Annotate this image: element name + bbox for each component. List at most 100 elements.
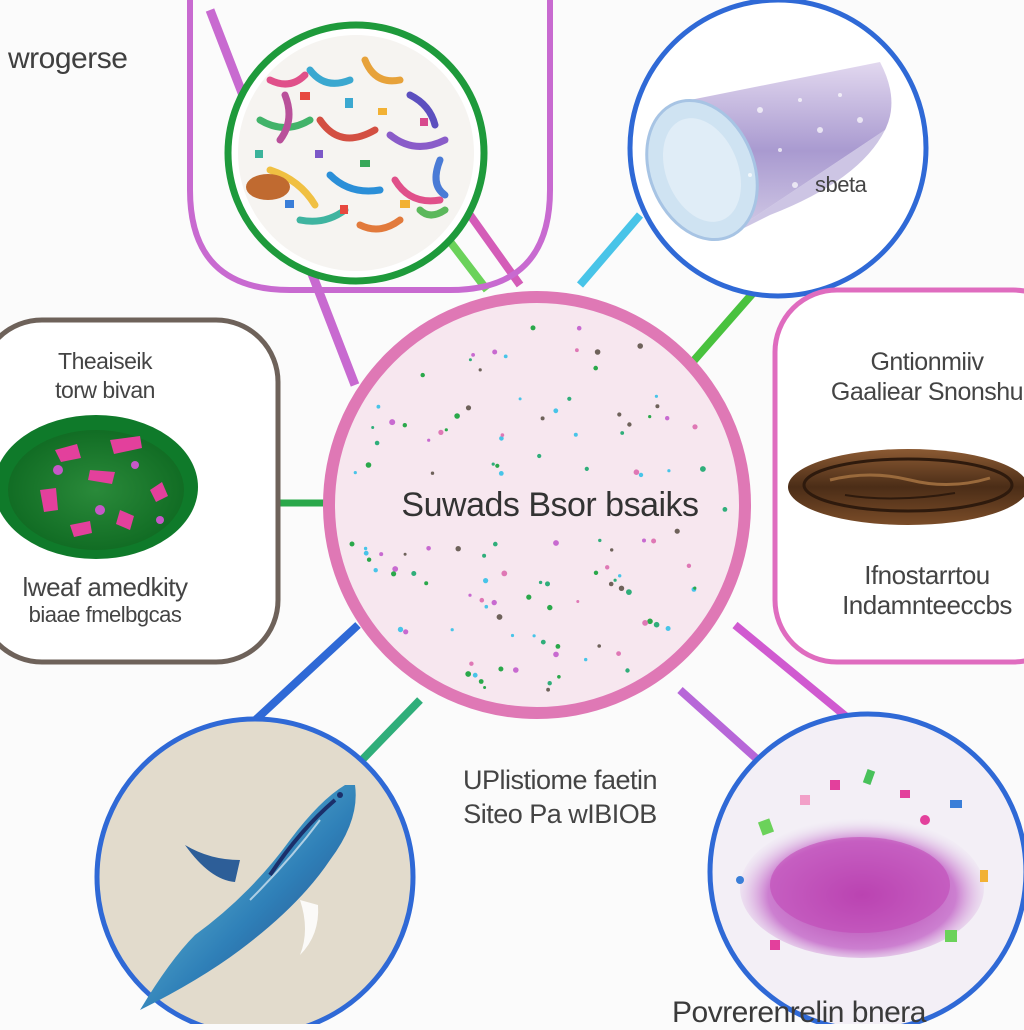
label-right-caption-2: Indamnteeccbs <box>842 590 1012 620</box>
speckle <box>426 546 431 551</box>
speckle <box>513 667 519 673</box>
speckle <box>654 394 659 398</box>
panel-bottom-left <box>94 716 416 1024</box>
speckle <box>638 472 644 478</box>
center-node <box>323 291 751 719</box>
speckle <box>391 571 397 577</box>
speckle <box>547 604 553 611</box>
speckle <box>637 343 643 349</box>
speckle <box>496 614 503 620</box>
speckle <box>501 570 508 577</box>
speckle <box>648 415 652 419</box>
speckle <box>540 416 545 421</box>
speckle <box>424 581 429 586</box>
speckle <box>555 644 561 649</box>
speckle <box>465 405 472 411</box>
connector-top-right-cyan <box>576 212 644 288</box>
speckle <box>567 396 572 401</box>
speckle <box>605 565 610 570</box>
speckle <box>389 419 396 426</box>
speckle <box>626 589 632 595</box>
speckle <box>674 528 680 534</box>
connector-bottom-left-teal <box>357 697 423 765</box>
speckle <box>498 666 504 672</box>
speckle <box>371 426 375 429</box>
speckle <box>374 440 380 446</box>
speckle <box>491 599 497 606</box>
speckle <box>379 552 384 557</box>
speckle <box>503 354 508 359</box>
speckle <box>667 469 671 473</box>
speckle <box>479 597 485 603</box>
speckle <box>469 661 474 666</box>
speckle <box>576 325 582 331</box>
green-dish-icon <box>0 415 198 559</box>
speckle <box>618 574 622 578</box>
speckle <box>532 634 536 638</box>
connector-bottom-left-blue <box>247 622 361 728</box>
speckle <box>553 408 559 414</box>
speckle <box>665 416 670 421</box>
center-circle <box>323 291 751 719</box>
speckle <box>455 546 461 552</box>
speckle <box>483 686 487 689</box>
speckle <box>610 548 614 552</box>
speckle <box>547 681 552 686</box>
label-bottom-center-2: Siteo Pa wIBIOB <box>463 799 657 829</box>
plastic-cylinder-icon <box>645 62 892 242</box>
label-top-right: sbeta <box>815 172 867 197</box>
connector-bottom-right-purple <box>677 687 761 763</box>
speckle <box>553 540 559 546</box>
speckle <box>472 672 478 678</box>
speckle <box>598 538 602 543</box>
speckle <box>700 466 706 472</box>
speckle <box>450 628 454 632</box>
label-right-title-1: Gntionmiiv <box>870 348 984 376</box>
speckle <box>363 546 368 551</box>
center-dots <box>349 325 728 692</box>
connector-bottom-right-magenta <box>732 621 863 732</box>
speckle <box>545 581 550 587</box>
speckle <box>584 466 589 471</box>
speckle <box>397 626 404 633</box>
label-right-caption-1: Ifnostarrtou <box>864 560 990 590</box>
speckle <box>627 422 632 427</box>
speckle <box>625 668 630 673</box>
speckle <box>353 471 357 475</box>
speckle <box>482 553 487 558</box>
speckle <box>366 557 372 562</box>
speckle <box>553 651 559 658</box>
speckle <box>483 578 489 584</box>
speckle <box>495 463 500 468</box>
speckle <box>584 657 588 662</box>
speckle <box>653 621 660 628</box>
speckle <box>465 671 472 677</box>
speckle <box>686 563 692 568</box>
speckle <box>546 687 550 692</box>
speckle <box>402 423 407 428</box>
speckle <box>498 471 504 476</box>
speckle <box>618 585 625 591</box>
center-title: Suwads Bsor bsaiks <box>401 486 699 524</box>
speckle <box>594 349 601 355</box>
panel-bottom-left-circle <box>94 716 416 1024</box>
speckle <box>608 581 614 587</box>
speckle <box>430 471 435 475</box>
speckle <box>616 651 621 656</box>
speckle <box>478 679 484 684</box>
speckle <box>438 429 444 435</box>
speckle <box>491 462 495 466</box>
speckle <box>468 358 472 362</box>
speckle <box>403 629 409 635</box>
speckle <box>493 541 498 547</box>
fish-icon <box>140 785 356 1010</box>
speckle <box>349 541 355 547</box>
speckle <box>411 571 417 576</box>
speckle <box>427 438 431 442</box>
label-left-title-2: torw bivan <box>55 377 155 403</box>
speckle <box>468 593 472 597</box>
panel-top-left <box>187 0 553 293</box>
speckle <box>518 397 522 401</box>
speckle <box>478 368 482 372</box>
speckle <box>484 604 489 609</box>
